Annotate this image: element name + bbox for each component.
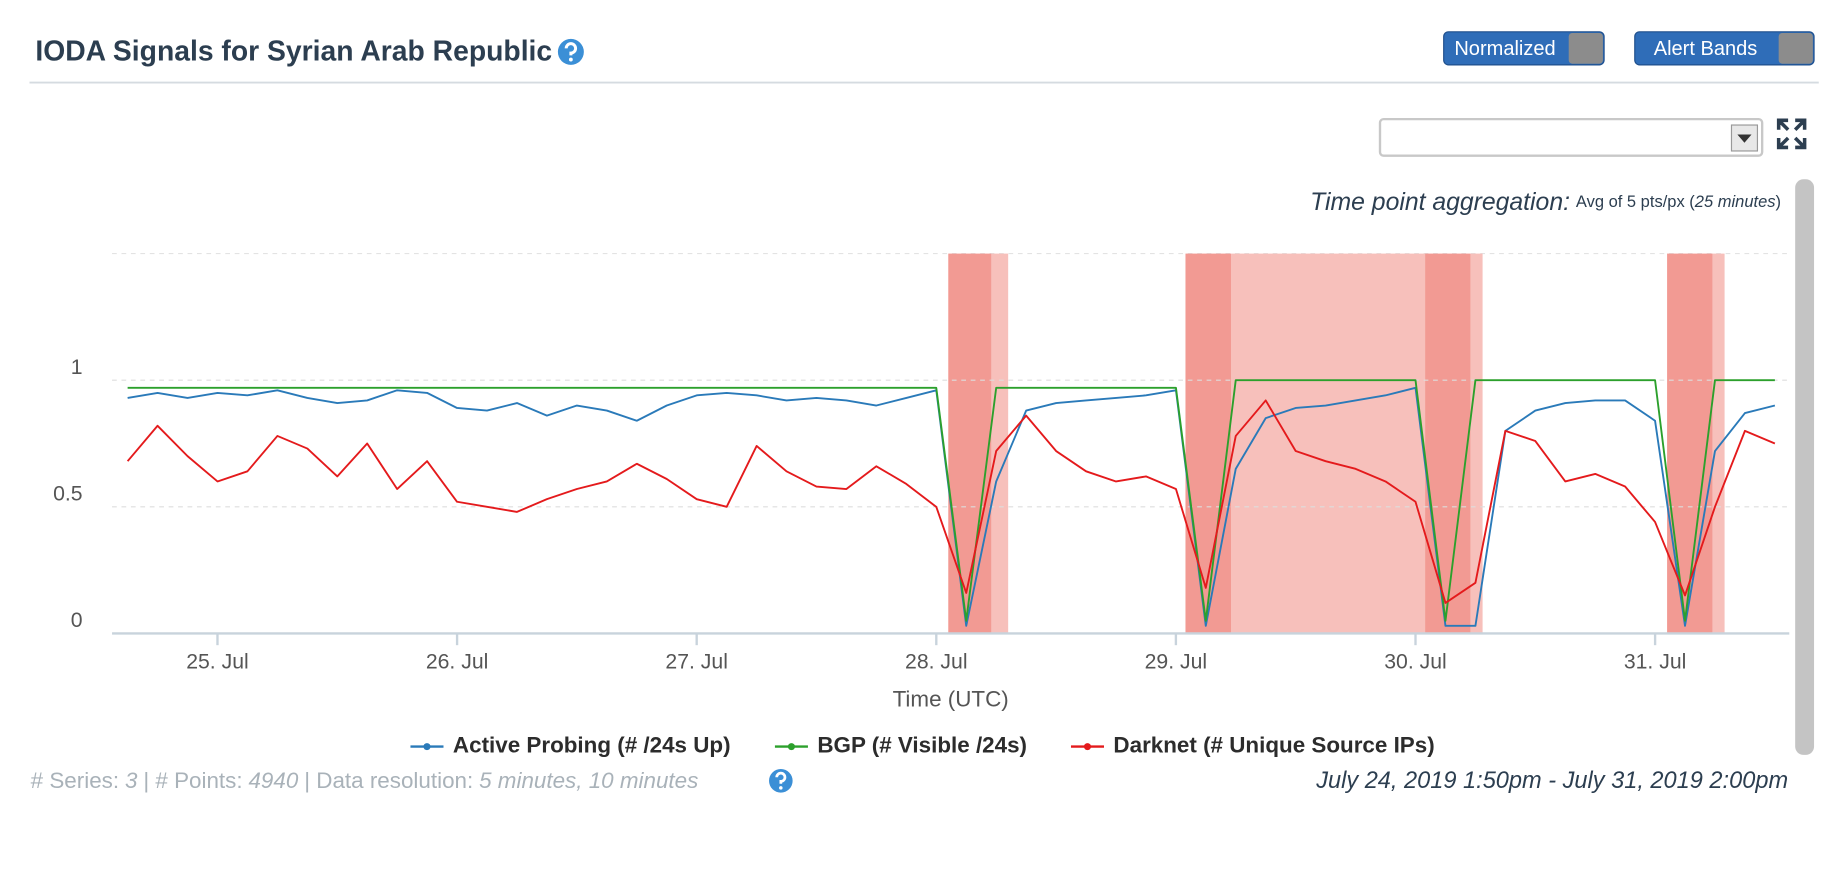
- help-icon[interactable]: [769, 769, 793, 793]
- time-range: July 24, 2019 1:50pm - July 31, 2019 2:0…: [1315, 767, 1788, 793]
- x-tick-label: 26. Jul: [426, 650, 489, 673]
- x-tick-label: 29. Jul: [1145, 650, 1208, 673]
- alert-band: [1425, 253, 1471, 634]
- legend-item[interactable]: BGP (# Visible /24s): [774, 733, 1027, 758]
- x-tick-label: 25. Jul: [186, 650, 249, 673]
- x-axis-label: Time (UTC): [893, 687, 1009, 712]
- help-icon[interactable]: [557, 38, 584, 65]
- aggregation-note: Time point aggregation: Avg of 5 pts/px (…: [1310, 188, 1781, 215]
- x-tick-label: 31. Jul: [1624, 650, 1687, 673]
- x-tick-label: 27. Jul: [665, 650, 728, 673]
- aggregation-close: ): [1776, 193, 1782, 211]
- page-title: IODA Signals for Syrian Arab Republic: [35, 35, 552, 67]
- alert-bands-toggle[interactable]: Alert Bands: [1634, 31, 1815, 66]
- alert-band: [1712, 253, 1725, 634]
- legend-item[interactable]: Darknet (# Unique Source IPs): [1070, 733, 1435, 758]
- legend-item[interactable]: Active Probing (# /24s Up): [410, 733, 731, 758]
- legend-label: Darknet (# Unique Source IPs): [1113, 733, 1434, 758]
- x-tick-label: 28. Jul: [905, 650, 968, 673]
- legend-marker: [423, 743, 431, 751]
- plot: 0 0.5 1 25. Jul 26. Jul 27. Jul 28. Jul 29. Jul…: [53, 253, 1790, 758]
- resolution-label: | Data resolution:: [304, 768, 473, 793]
- series-count: 3: [125, 768, 138, 793]
- y-tick-label: 0.5: [53, 483, 83, 506]
- series-line: [126, 399, 1776, 604]
- scrollbar[interactable]: [1795, 179, 1815, 755]
- toggle-label: Alert Bands: [1654, 38, 1758, 60]
- y-tick-label: 1: [71, 356, 83, 379]
- legend-marker: [787, 743, 795, 751]
- aggregation-unit: 25 minutes: [1694, 193, 1776, 211]
- legend-marker: [1083, 743, 1092, 751]
- alert-band: [1470, 253, 1483, 634]
- alert-band: [948, 253, 992, 634]
- alert-band: [1231, 253, 1426, 634]
- series-label: # Series:: [31, 768, 119, 793]
- series-line: [127, 379, 1775, 622]
- dropdown[interactable]: [1378, 117, 1764, 157]
- y-tick-label: 0: [71, 609, 83, 632]
- normalized-toggle[interactable]: Normalized: [1443, 31, 1605, 66]
- fullscreen-button[interactable]: [1776, 118, 1807, 150]
- legend-label: BGP (# Visible /24s): [817, 733, 1027, 758]
- alert-band: [991, 253, 1009, 634]
- aggregation-text: Avg of 5 pts/px (: [1576, 193, 1695, 211]
- points-label: | # Points:: [143, 768, 242, 793]
- alert-band: [1185, 253, 1232, 634]
- legend-label: Active Probing (# /24s Up): [453, 733, 731, 758]
- toggle-label: Normalized: [1454, 38, 1555, 60]
- resolution: 5 minutes, 10 minutes: [479, 768, 698, 793]
- aggregation-label: Time point aggregation:: [1310, 188, 1570, 215]
- x-tick-label: 30. Jul: [1384, 650, 1447, 673]
- footer-stats: # Series: 3 | # Points: 4940 | Data resoluti…: [31, 768, 699, 793]
- points-count: 4940: [248, 768, 298, 793]
